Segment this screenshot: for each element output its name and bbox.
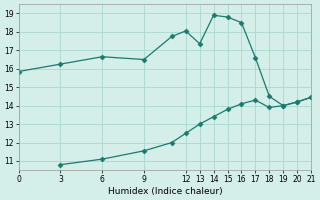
X-axis label: Humidex (Indice chaleur): Humidex (Indice chaleur): [108, 187, 222, 196]
